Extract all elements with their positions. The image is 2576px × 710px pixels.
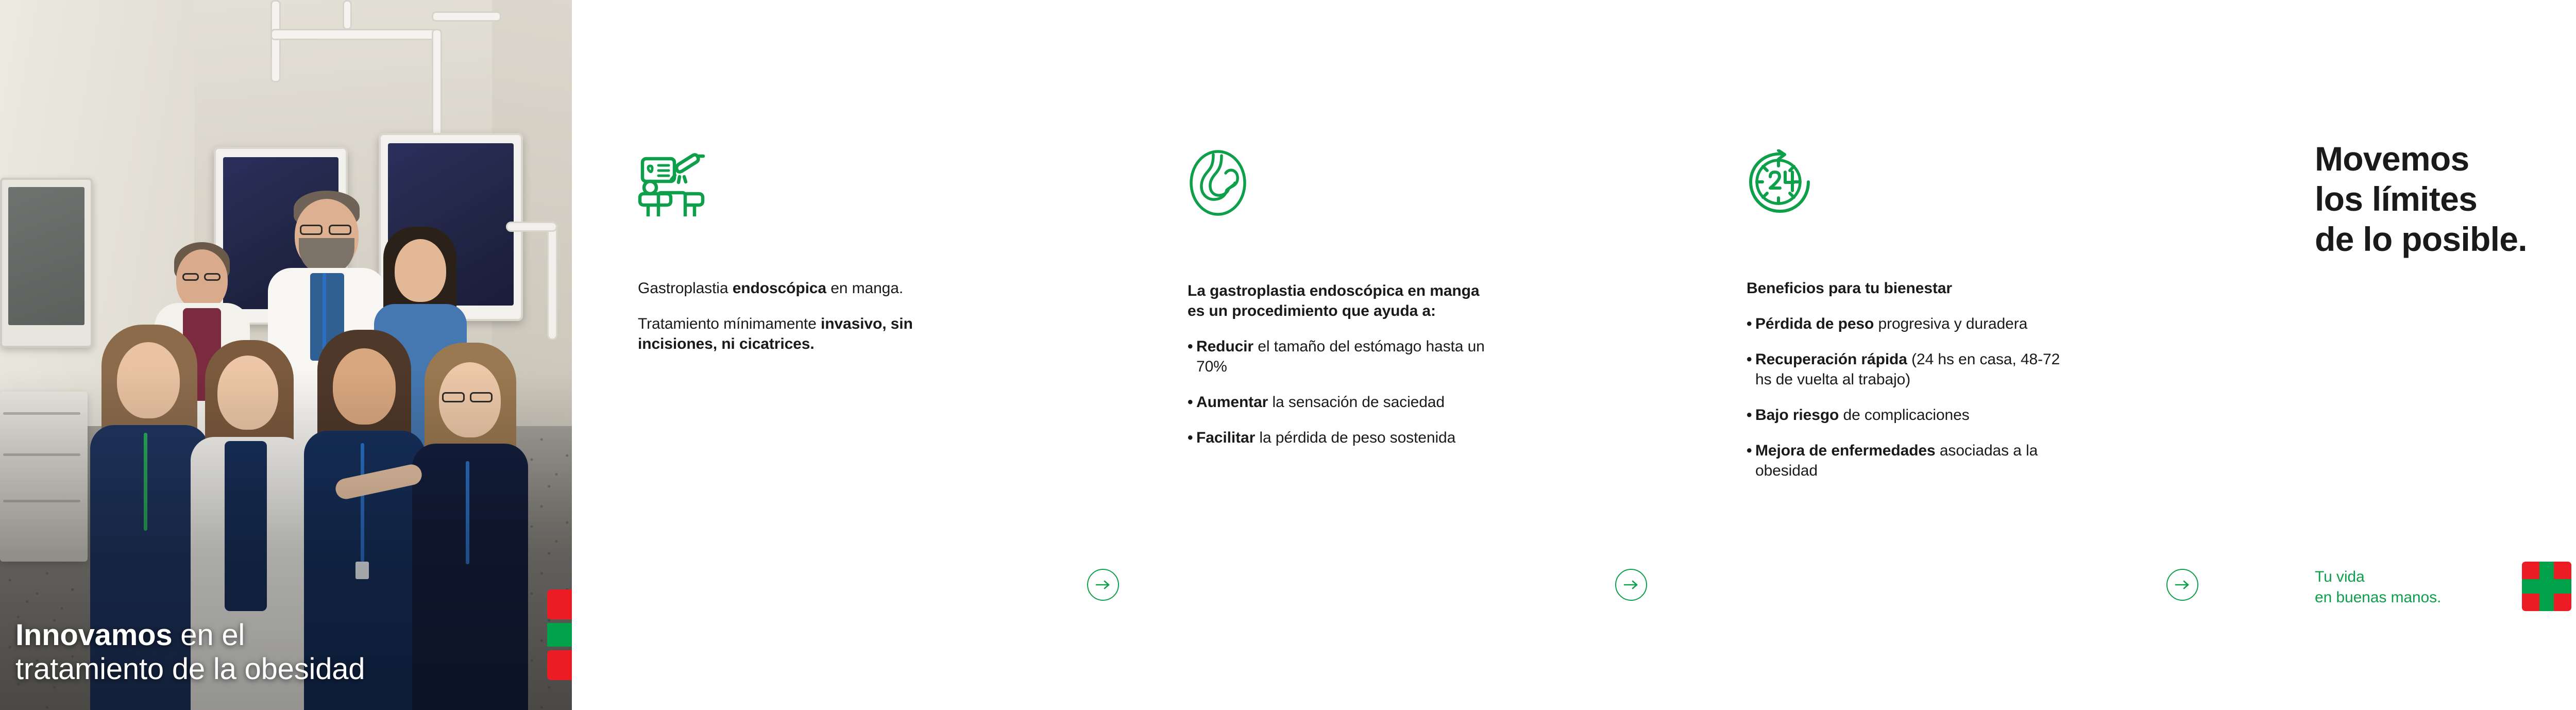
staff-member [90, 325, 209, 710]
hospital-italiano-logo: Hospital Italiano [2522, 562, 2576, 611]
bullet-item: Aumentar la sensación de saciedad [1188, 392, 1497, 412]
text-run: progresiva y duradera [1874, 315, 2028, 332]
staff-member [191, 340, 307, 710]
staff-member [333, 343, 528, 710]
paragraph: Gastroplastia endoscópica en manga. [638, 278, 926, 298]
ceiling-boom-arm [270, 0, 281, 82]
text-run-bold: Mejora de enfermedades [1755, 442, 1936, 459]
bullet-item: Mejora de enfermedades asociadas a la ob… [1747, 441, 2066, 481]
hero-caption-bold: Innovamos [15, 618, 173, 652]
text-run-bold: endoscópica [732, 280, 826, 297]
heading: Beneficios para tu bienestar [1747, 278, 2066, 298]
text-run: el tamaño del estómago hasta un 70% [1196, 338, 1485, 375]
hero-logo-strip [547, 589, 572, 680]
text-run-bold: Recuperación rápida [1755, 351, 1907, 368]
brand-headline: Movemos los límites de lo posible. [2315, 139, 2576, 260]
tagline-line-2: en buenas manos. [2315, 588, 2442, 606]
bullet-item: Pérdida de peso progresiva y duradera [1747, 314, 2066, 334]
headline-line-1: Movemos [2315, 140, 2469, 178]
column-2-arrow-button[interactable] [1615, 569, 1647, 601]
text-run-bold: Aumentar [1196, 394, 1268, 411]
bullet-item: Bajo riesgo de complicaciones [1747, 405, 2066, 425]
text-run-bold: Pérdida de peso [1755, 315, 1874, 332]
heading: La gastroplastia endoscópica en manga es… [1188, 281, 1497, 321]
column-3-arrow-button[interactable] [2166, 569, 2198, 601]
bullet-item: Reducir el tamaño del estómago hasta un … [1188, 336, 1497, 377]
column-2-text: La gastroplastia endoscópica en manga es… [1188, 281, 1497, 448]
content-area: Gastroplastia endoscópica en manga. Trat… [572, 0, 2576, 710]
brand-tagline: Tu vida en buenas manos. [2315, 567, 2441, 607]
arrow-right-icon [2175, 580, 2189, 589]
tagline-line-1: Tu vida [2315, 568, 2365, 585]
equipment-cart [0, 392, 88, 562]
operating-room-photo [0, 0, 572, 710]
operating-room-icon [638, 149, 705, 222]
column-1-text: Gastroplastia endoscópica en manga. Trat… [638, 278, 926, 354]
text-run: Tratamiento mínimamente [638, 315, 821, 332]
headline-line-2: los límites [2315, 179, 2478, 218]
text-run-bold: Reducir [1196, 338, 1253, 355]
image-gradient-overlay [0, 0, 572, 710]
info-column-1: Gastroplastia endoscópica en manga. Trat… [572, 0, 1131, 710]
bullet-item: Facilitar la pérdida de peso sostenida [1188, 428, 1497, 448]
info-column-2: La gastroplastia endoscópica en manga es… [1131, 0, 1690, 710]
text-run-bold: Beneficios para tu bienestar [1747, 280, 1952, 297]
hero-caption: Innovamos en el tratamiento de la obesid… [15, 618, 386, 686]
text-run-bold: Bajo riesgo [1755, 407, 1839, 424]
text-run: la sensación de saciedad [1268, 394, 1445, 411]
text-run-bold: La gastroplastia endoscópica en manga es… [1188, 282, 1480, 319]
text-run: la pérdida de peso sostenida [1255, 429, 1456, 446]
text-run-bold: Facilitar [1196, 429, 1256, 446]
hero-caption-rest: en el tratamiento de la obesidad [15, 618, 365, 686]
arrow-right-icon [1095, 580, 1110, 589]
logo-strip-red-top [547, 589, 572, 619]
text-run: (24 hs en casa, 48-72 hs de vuelta al tr… [1755, 351, 2060, 388]
ceiling-boom-arm [343, 0, 352, 30]
info-column-3: Beneficios para tu bienestar Pérdida de … [1690, 0, 2249, 710]
surgical-light-arm [506, 222, 557, 232]
text-run: en manga. [826, 280, 904, 297]
text-run-bold: invasivo, sin incisiones, ni cicatrices. [638, 315, 913, 352]
paragraph: Tratamiento mínimamente invasivo, sin in… [638, 314, 926, 354]
stomach-icon [1188, 149, 1248, 219]
hd-monitor [0, 178, 93, 348]
arrow-right-icon [1623, 580, 1638, 589]
bullet-item: Recuperación rápida (24 hs en casa, 48-7… [1747, 349, 2066, 390]
clock-24-icon [1747, 149, 1811, 217]
logo-strip-green [547, 623, 572, 647]
text-run: asociadas a la obesidad [1755, 442, 2038, 479]
logo-strip-red-bottom [547, 650, 572, 680]
ceiling-boom-arm [432, 11, 501, 22]
text-run: Gastroplastia [638, 280, 733, 297]
hero-image: Innovamos en el tratamiento de la obesid… [0, 0, 572, 710]
brand-column: Movemos los límites de lo posible. Tu vi… [2249, 0, 2576, 710]
column-1-arrow-button[interactable] [1087, 569, 1119, 601]
column-3-text: Beneficios para tu bienestar Pérdida de … [1747, 278, 2066, 481]
text-run: de complicaciones [1839, 407, 1970, 424]
headline-line-3: de lo posible. [2315, 219, 2528, 258]
cross-logo-icon [2522, 562, 2571, 611]
